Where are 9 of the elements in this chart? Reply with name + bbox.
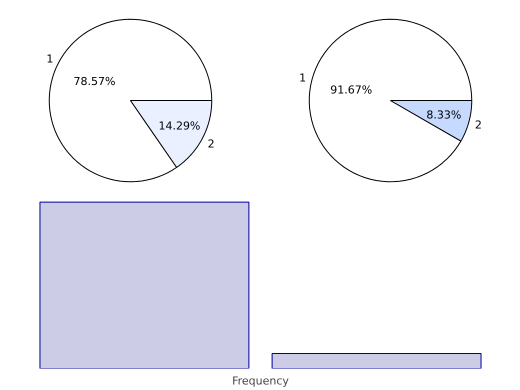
x-axis-title: Frequency [232, 374, 290, 388]
data-label: 91.67% [330, 83, 372, 96]
slice-label: 2 [474, 118, 482, 132]
slice-label: 2 [208, 137, 215, 150]
slice-label: 1 [299, 71, 306, 84]
slice-label: 1 [46, 52, 54, 66]
data-label: 78.57% [74, 75, 116, 88]
data-label: 8.33% [426, 108, 462, 122]
data-label: 14.29% [158, 120, 200, 133]
